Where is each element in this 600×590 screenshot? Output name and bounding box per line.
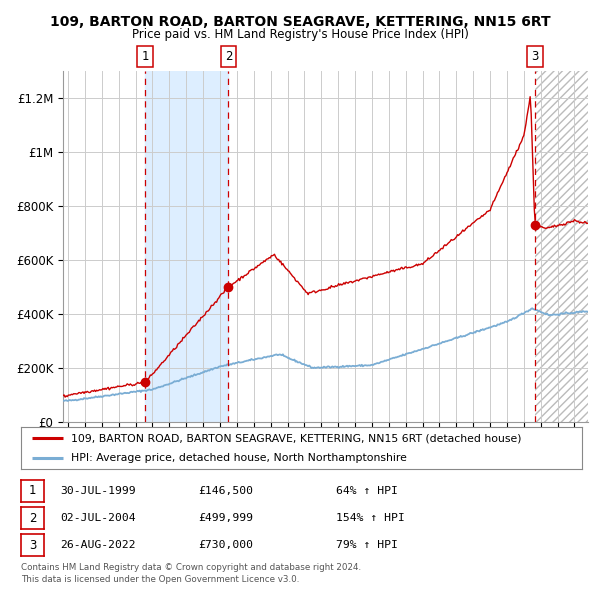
Text: 3: 3 (29, 539, 36, 552)
Text: 154% ↑ HPI: 154% ↑ HPI (336, 513, 405, 523)
Text: 02-JUL-2004: 02-JUL-2004 (60, 513, 136, 523)
Text: Contains HM Land Registry data © Crown copyright and database right 2024.: Contains HM Land Registry data © Crown c… (21, 563, 361, 572)
Text: £499,999: £499,999 (198, 513, 253, 523)
Text: 109, BARTON ROAD, BARTON SEAGRAVE, KETTERING, NN15 6RT: 109, BARTON ROAD, BARTON SEAGRAVE, KETTE… (50, 15, 550, 29)
Text: This data is licensed under the Open Government Licence v3.0.: This data is licensed under the Open Gov… (21, 575, 299, 584)
Text: 79% ↑ HPI: 79% ↑ HPI (336, 540, 398, 550)
Text: £730,000: £730,000 (198, 540, 253, 550)
Text: 64% ↑ HPI: 64% ↑ HPI (336, 486, 398, 496)
Text: £146,500: £146,500 (198, 486, 253, 496)
Bar (535, 71, 588, 422)
Text: 1: 1 (29, 484, 36, 497)
Text: 26-AUG-2022: 26-AUG-2022 (60, 540, 136, 550)
Text: 3: 3 (531, 50, 539, 63)
Bar (145, 71, 229, 422)
Text: 109, BARTON ROAD, BARTON SEAGRAVE, KETTERING, NN15 6RT (detached house): 109, BARTON ROAD, BARTON SEAGRAVE, KETTE… (71, 434, 522, 444)
Text: 2: 2 (29, 512, 36, 525)
Text: 2: 2 (224, 50, 232, 63)
Text: 1: 1 (142, 50, 149, 63)
Text: Price paid vs. HM Land Registry's House Price Index (HPI): Price paid vs. HM Land Registry's House … (131, 28, 469, 41)
Text: 30-JUL-1999: 30-JUL-1999 (60, 486, 136, 496)
Bar (535, 71, 588, 422)
Text: HPI: Average price, detached house, North Northamptonshire: HPI: Average price, detached house, Nort… (71, 454, 407, 463)
